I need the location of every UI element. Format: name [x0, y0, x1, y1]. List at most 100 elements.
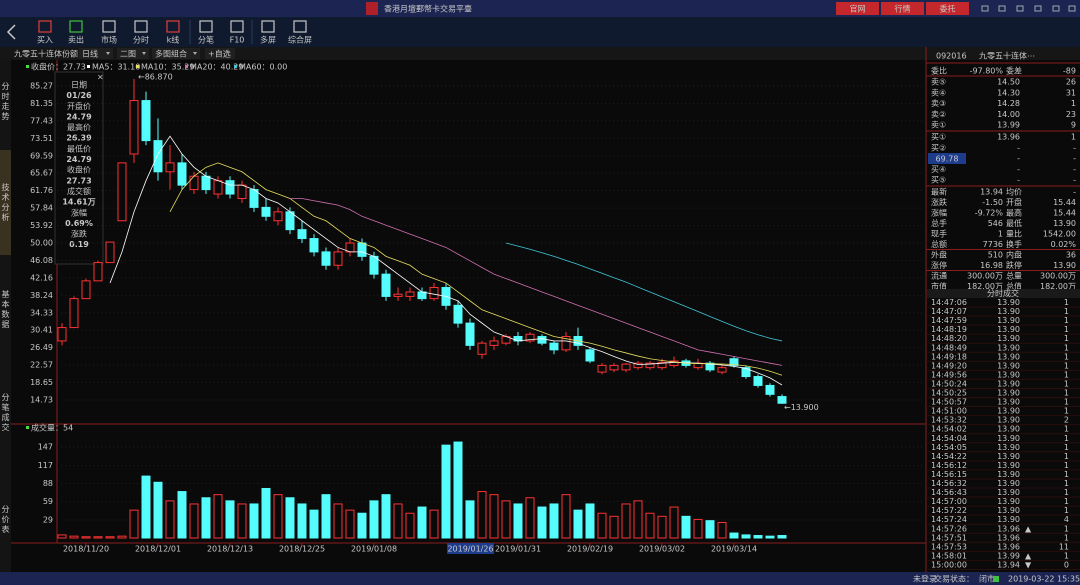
side-tab[interactable]: 分笔成交	[1, 393, 10, 433]
volume-bar	[429, 509, 439, 539]
header-button[interactable]	[926, 2, 969, 15]
legend-swatch	[87, 65, 90, 68]
trade-time: 14:48:20	[931, 334, 967, 343]
header-button[interactable]	[836, 2, 879, 15]
stat-value: 7736	[983, 240, 1003, 249]
stat-value: 15.44	[1053, 198, 1076, 207]
candle-body	[753, 376, 763, 386]
tab-label[interactable]: +自选	[208, 49, 231, 59]
x-tick-label: 2019/01/08	[351, 545, 397, 554]
candle-body	[177, 162, 187, 186]
stat-value: 0.02%	[1051, 240, 1077, 249]
toolbar-icon[interactable]	[134, 20, 148, 33]
toolbar-icon[interactable]	[102, 20, 116, 33]
toolbar-icon[interactable]	[199, 20, 213, 33]
candle-body	[561, 335, 571, 351]
tab[interactable]	[152, 48, 200, 59]
tab[interactable]	[117, 48, 149, 59]
candle-body	[165, 162, 175, 173]
window-icon[interactable]	[998, 5, 1006, 12]
toolbar-label[interactable]: 多屏	[260, 35, 276, 45]
volume-bar	[417, 506, 427, 539]
trade-time: 14:57:26	[931, 524, 967, 533]
stat-value: 300.00万	[1040, 272, 1076, 281]
toolbar-icon[interactable]	[69, 20, 83, 33]
header-button[interactable]	[881, 2, 924, 15]
window-icon[interactable]	[981, 5, 989, 12]
stat-value: -9.72%	[975, 209, 1004, 218]
trade-price: 13.90	[997, 479, 1020, 488]
trade-volume: 1	[1064, 389, 1069, 398]
stat-label: 涨停	[931, 260, 947, 270]
stat-label: 开盘	[1006, 197, 1022, 207]
trade-volume: 1	[1064, 425, 1069, 434]
tab-label[interactable]: 九零五十连体份额	[14, 49, 78, 59]
header-button-label[interactable]: 委托	[940, 4, 956, 14]
status-text: 闭市	[979, 574, 995, 584]
toolbar-label[interactable]: 分笔	[198, 35, 214, 45]
window-icon[interactable]	[1052, 5, 1060, 12]
toolbar-icon[interactable]	[293, 20, 307, 33]
tab[interactable]	[79, 48, 113, 59]
window-icon[interactable]	[1016, 5, 1024, 12]
info-close[interactable]: ×	[97, 73, 104, 82]
trade-price: 13.90	[997, 470, 1020, 479]
volume-bar	[369, 500, 379, 539]
volume-bar	[321, 494, 331, 539]
back-button[interactable]	[6, 24, 16, 40]
tab[interactable]	[205, 48, 235, 59]
volume-bar	[525, 497, 535, 539]
tab-label[interactable]: 日线	[82, 49, 98, 59]
volume-bar	[225, 500, 235, 539]
trade-price: 13.90	[997, 370, 1020, 379]
tab-dropdown[interactable]	[193, 52, 197, 55]
stat-label: 跌停	[1006, 260, 1022, 270]
header-button-label[interactable]: 行情	[895, 4, 911, 14]
tab-dropdown[interactable]	[106, 52, 110, 55]
toolbar-label[interactable]: 卖出	[68, 35, 84, 45]
trade-volume: 1	[1064, 497, 1069, 506]
side-tab[interactable]: 分价表	[1, 505, 10, 535]
toolbar-icon[interactable]	[166, 20, 180, 33]
book-label: 买④	[931, 165, 946, 174]
side-tab[interactable]: 技术分析	[1, 182, 10, 223]
toolbar-label[interactable]: 分时	[133, 35, 149, 45]
stat-label: 市值	[931, 281, 947, 291]
toolbar-icon[interactable]	[230, 20, 244, 33]
book-label: 买⑤	[931, 176, 946, 185]
toolbar-label[interactable]: 市场	[101, 35, 117, 45]
trade-price: 13.90	[997, 307, 1020, 316]
toolbar-label[interactable]: F10	[230, 36, 245, 45]
trade-price: 13.90	[997, 488, 1020, 497]
volume-bar	[117, 535, 127, 539]
side-tab[interactable]: 分时走势	[1, 82, 10, 122]
stat-label: 涨幅	[931, 208, 947, 218]
header-button-label[interactable]: 官网	[850, 4, 866, 14]
toolbar-label[interactable]: 买入	[37, 36, 53, 45]
y-tick-label: 50.00	[30, 239, 53, 248]
window-icon[interactable]	[1068, 5, 1076, 12]
toolbar-label[interactable]: 综合屏	[288, 35, 312, 45]
side-strip	[0, 60, 11, 572]
info-value: 0.69%	[65, 219, 93, 228]
status-text: 2019-03-22 15:35:13	[1008, 575, 1080, 584]
tab-label[interactable]: 多图组合	[155, 49, 187, 59]
trade-time: 14:50:25	[931, 389, 967, 398]
trade-time: 15:00:00	[931, 560, 967, 569]
trades-header	[927, 289, 1080, 298]
book-label: 卖④	[931, 88, 946, 97]
toolbar-label[interactable]: k线	[167, 35, 180, 45]
info-label: 最高价	[67, 122, 91, 132]
window-icon[interactable]	[1034, 5, 1042, 12]
trade-time: 14:50:24	[931, 379, 967, 388]
volume-bar	[213, 494, 223, 539]
toolbar-icon[interactable]	[38, 20, 52, 33]
toolbar-icon[interactable]	[261, 20, 275, 33]
tab-dropdown[interactable]	[142, 52, 146, 55]
side-tab[interactable]: 基本数据	[1, 289, 10, 330]
volume-bar	[69, 535, 79, 539]
stat-label: 涨跌	[931, 197, 947, 207]
tab-label[interactable]: 二图	[120, 50, 136, 59]
